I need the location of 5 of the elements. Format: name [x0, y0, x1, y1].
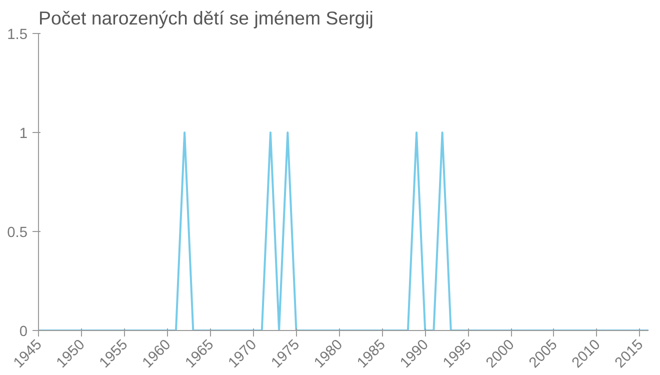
y-tick-label: 0 [19, 324, 28, 340]
chart-title: Počet narozených dětí se jménem Sergij [38, 8, 374, 28]
y-tick-label: 1 [19, 126, 28, 142]
y-tick-label: 1.5 [7, 27, 28, 43]
y-tick-label: 0.5 [7, 225, 28, 241]
